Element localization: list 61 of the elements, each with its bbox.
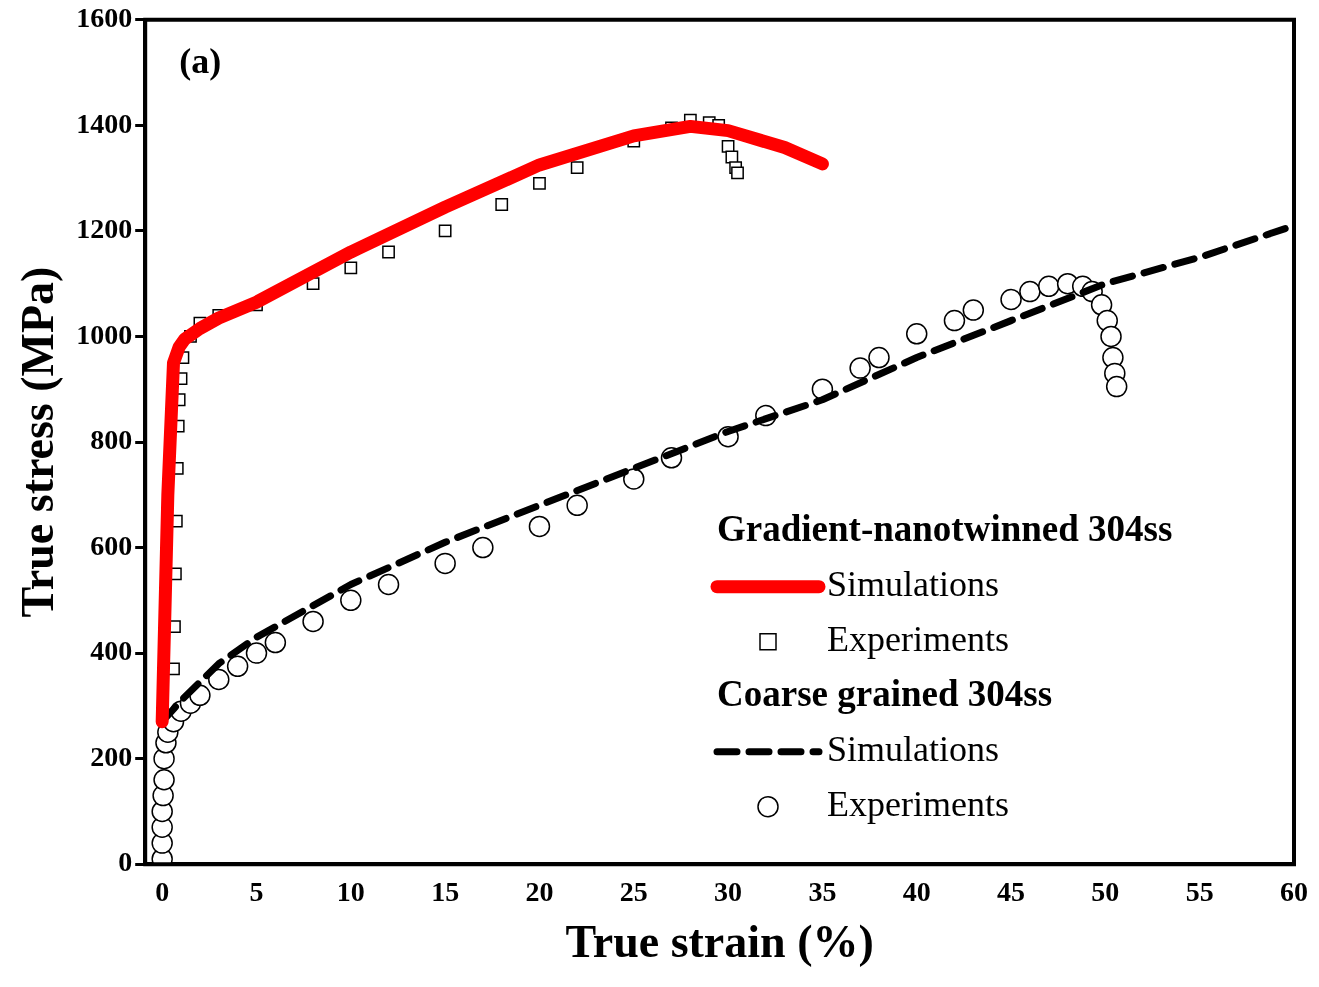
point <box>731 166 744 180</box>
y-tick-label: 1200 <box>76 213 133 245</box>
x-tick-label: 10 <box>336 876 365 908</box>
legend-label: Simulations <box>827 729 1000 770</box>
point <box>570 161 584 174</box>
point <box>472 536 494 559</box>
x-tick-label: 45 <box>997 876 1026 908</box>
point <box>566 494 588 517</box>
y-tick-label: 1600 <box>76 2 133 34</box>
point <box>849 357 871 379</box>
legend-label: Experiments <box>827 784 1009 825</box>
point <box>340 589 362 612</box>
point <box>533 177 546 190</box>
y-axis-title: True stress (MPa) <box>12 266 64 618</box>
point <box>245 642 268 664</box>
y-tick-label: 800 <box>90 424 133 456</box>
y-tick-label: 0 <box>118 846 133 878</box>
y-tick-label: 400 <box>90 635 133 667</box>
x-tick-label: 40 <box>902 876 931 908</box>
point <box>962 299 985 321</box>
point <box>623 468 645 490</box>
x-tick-label: 0 <box>155 876 170 908</box>
point <box>302 610 324 633</box>
y-tick-label: 1000 <box>76 318 133 350</box>
legend-label: Experiments <box>827 619 1009 660</box>
x-tick-label: 5 <box>249 876 264 908</box>
point <box>434 552 456 575</box>
point <box>1019 280 1041 303</box>
x-tick-label: 30 <box>714 876 743 908</box>
y-tick-label: 1400 <box>76 107 133 139</box>
x-tick-label: 15 <box>431 876 460 908</box>
point <box>226 655 249 678</box>
point <box>528 515 551 538</box>
point <box>1100 325 1122 348</box>
x-tick-label: 55 <box>1185 876 1214 908</box>
point <box>264 631 287 654</box>
point <box>1038 275 1060 298</box>
x-axis-title: True strain (%) <box>565 916 874 968</box>
annotation: Coarse grained 304ss <box>717 673 1053 715</box>
x-tick-label: 50 <box>1091 876 1120 908</box>
point <box>1105 375 1128 398</box>
annotation: Gradient-nanotwinned 304ss <box>717 508 1173 550</box>
point <box>153 769 175 791</box>
point <box>868 346 890 369</box>
legend-label: Simulations <box>827 564 1000 605</box>
x-tick-label: 60 <box>1280 876 1308 908</box>
point <box>438 224 452 238</box>
point <box>382 245 395 259</box>
point <box>1000 288 1022 311</box>
point <box>495 198 509 211</box>
point <box>905 323 928 345</box>
point <box>377 573 400 596</box>
point <box>344 261 358 275</box>
x-tick-label: 35 <box>808 876 837 908</box>
x-tick-label: 25 <box>619 876 648 908</box>
point <box>208 668 230 691</box>
y-tick-label: 200 <box>90 740 133 772</box>
x-tick-label: 20 <box>525 876 554 908</box>
point <box>943 309 966 332</box>
annotation: (a) <box>179 41 222 82</box>
y-tick-label: 600 <box>90 529 133 561</box>
